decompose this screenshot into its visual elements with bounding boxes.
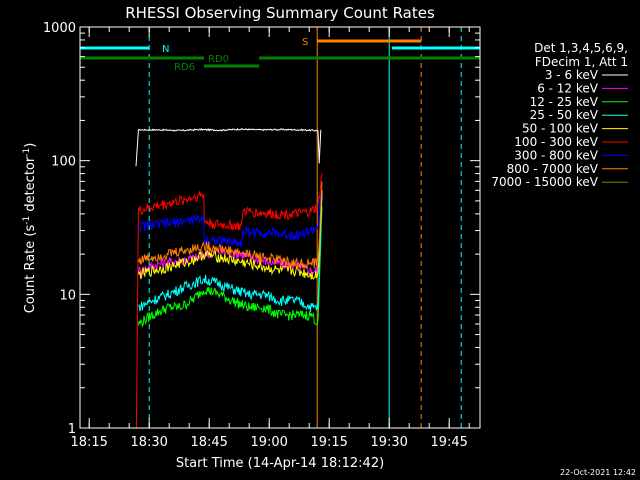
y-tick-label-3: 1000 [43,21,76,36]
chart-title: RHESSI Observing Summary Count Rates [125,4,435,22]
y-axis-label: Count Rate (s-1 detector-1) [22,143,38,314]
x-axis-label: Start Time (14-Apr-14 18:12:42) [176,456,384,471]
x-tick-label-3: 19:00 [250,435,287,450]
legend-header-line-2: FDecim 1, Att 1 [535,55,628,69]
series-line-0 [135,127,322,167]
legend-label-7: 800 - 7000 keV [507,162,599,176]
ylabel-mid: detector [23,156,38,216]
series-line-3 [137,195,323,313]
y-tick-label-1: 10 [59,288,76,303]
series-line-4 [137,190,323,280]
legend-label-8: 7000 - 15000 keV [491,175,598,189]
x-tick-label-5: 19:30 [370,435,407,450]
ylabel-sup1: -1 [22,216,32,225]
state-label-s: S [302,37,308,48]
x-tick-label-0: 18:15 [70,435,107,450]
ylabel-end: ) [23,143,38,148]
x-tick-label-1: 18:30 [130,435,167,450]
y-tick-label-0: 1 [68,422,76,437]
series-line-7 [137,181,323,270]
plot-area: N S RD0 RD6 1 10 100 1000 18:15 18:30 18:45 19:00 19… [43,21,628,450]
x-tick-label-2: 18:45 [190,435,227,450]
svg-text:Count Rate (s-1 detector-1): Count Rate (s-1 detector-1) [22,143,38,314]
plot-frame [79,26,481,429]
legend-label-0: 3 - 6 keV [545,68,599,82]
series-line-6 [137,185,323,248]
x-tick-label-6: 19:45 [430,435,467,450]
legend-header-line-1: Det 1,3,4,5,6,9, [534,41,628,55]
timestamp: 22-Oct-2021 12:42 [560,468,636,477]
state-label-rd0: RD0 [208,54,229,65]
series-line-1 [137,190,323,276]
legend-label-2: 12 - 25 keV [530,95,599,109]
y-tick-label-2: 100 [51,155,76,170]
legend-label-5: 100 - 300 keV [514,135,598,149]
ylabel-main: Count Rate (s [23,225,38,314]
state-label-n: N [162,44,169,55]
state-label-rd6: RD6 [174,62,195,73]
legend-label-1: 6 - 12 keV [537,81,599,95]
legend-label-6: 300 - 800 keV [514,148,598,162]
series-line-2 [137,206,323,328]
ylabel-sup2: -1 [22,148,32,157]
legend-label-3: 25 - 50 keV [530,108,599,122]
legend-label-4: 50 - 100 keV [522,122,599,136]
x-tick-label-4: 19:15 [310,435,347,450]
